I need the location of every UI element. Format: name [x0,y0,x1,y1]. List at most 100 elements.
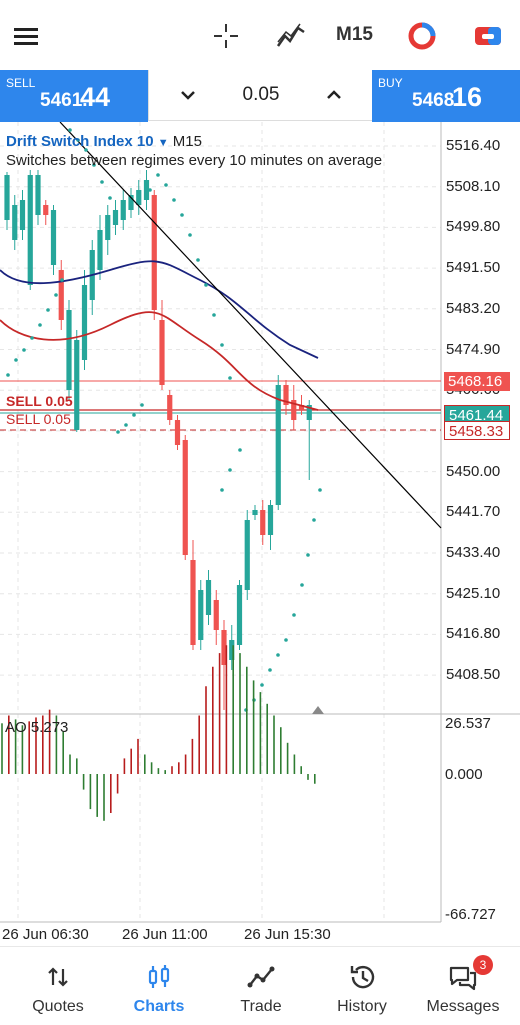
price-axis-label: 5491.50 [446,259,501,277]
buy-button[interactable]: BUY 5468. 16 [372,70,520,122]
candle-body [229,640,235,660]
lot-size-control: 0.05 [148,70,374,121]
candle-body [136,190,142,205]
sar-dot [84,148,88,152]
history-icon [310,963,414,991]
candle-body [252,510,258,515]
candle-body [97,230,103,270]
chart-canvas[interactable] [0,122,520,946]
sar-dot [14,358,18,362]
price-chart[interactable] [0,122,520,946]
hamburger-menu-icon[interactable] [10,20,42,52]
nav-quotes-label: Quotes [32,998,84,1015]
moving-average-blue [0,260,319,359]
moving-average-red [0,311,319,411]
price-axis-label: 5508.10 [446,177,501,195]
order-label-sell-2[interactable]: SELL 0.05 [6,411,71,427]
sar-dot [38,323,42,327]
candle-body [298,405,305,410]
sar-dot [220,488,224,492]
nav-charts[interactable]: Charts [107,947,211,1025]
candle-body [283,385,289,405]
one-click-trade-bar: SELL 5461. 44 0.05 BUY 5468. 16 [0,70,520,122]
sar-dot [100,180,104,184]
candle-body [244,520,250,590]
sar-dot [318,488,322,492]
sar-dot [22,348,26,352]
sar-dot [238,448,242,452]
chevron-up-icon[interactable] [319,80,349,110]
price-axis-label: 5416.80 [446,625,501,643]
sell-button[interactable]: SELL 5461. 44 [0,70,148,122]
sar-dot [212,313,216,317]
lot-size-value[interactable]: 0.05 [242,84,280,105]
nav-history[interactable]: History [310,947,414,1025]
candle-body [198,590,204,640]
nav-messages[interactable]: 3 Messages [411,947,515,1025]
sar-dot [196,258,200,262]
chart-timeframe: M15 [172,133,202,150]
candle-body [159,320,165,385]
charts-icon [107,963,211,991]
ao-axis-bottom: -66.727 [445,906,496,923]
sar-dot [76,138,80,142]
nav-history-label: History [337,998,387,1015]
sar-dot [292,613,296,617]
order-label-sell-1[interactable]: SELL 0.05 [6,393,73,409]
candle-body [105,215,111,240]
sar-dot [220,343,224,347]
nav-trade-label: Trade [240,998,282,1015]
price-axis-label: 5450.00 [446,462,501,480]
buy-price-main: 5468. [412,90,460,111]
crosshair-icon[interactable] [210,20,242,52]
price-axis-label: 5425.10 [446,584,501,602]
ao-indicator-label: AO 5.273 [5,719,69,736]
candle-body [35,175,41,215]
color-scheme-icon[interactable] [406,20,438,52]
chevron-down-icon[interactable] [173,80,203,110]
symbol-dropdown-icon[interactable]: ▼ [157,137,169,149]
sar-dot [46,308,50,312]
candle-body [306,405,312,420]
symbol-name[interactable]: Drift Switch Index 10 [6,133,154,150]
sar-dot [268,668,272,672]
price-axis-label: 5408.50 [446,666,501,684]
timeframe-button[interactable]: M15 [336,24,373,45]
price-axis-label: 5483.20 [446,299,501,317]
sar-dot [132,413,136,417]
sell-price-big: 44 [80,82,111,112]
candle-body [151,195,157,310]
nav-quotes[interactable]: Quotes [6,947,110,1025]
buy-label: BUY [378,76,403,90]
sar-dot [260,683,264,687]
sar-dot [276,653,280,657]
sar-dot [306,553,310,557]
chart-title: Drift Switch Index 10 ▼ M15 [6,133,202,150]
nav-trade[interactable]: Trade [209,947,313,1025]
sar-dot [228,468,232,472]
sell-price-tag: 5461.44 [444,405,510,424]
top-toolbar: M15 [0,0,520,70]
time-label-1: 26 Jun 06:30 [2,926,89,943]
candle-body [174,420,181,445]
candle-body [12,205,18,240]
candle-body [27,175,33,285]
candle-body [167,395,173,420]
candle-body [58,270,64,320]
sar-dot [140,403,144,407]
ao-axis-top: 26.537 [445,715,491,732]
sar-dot [164,183,168,187]
sar-dot [284,638,288,642]
price-axis-label: 5516.40 [446,137,501,154]
buy-price-tag: 5468.16 [444,372,510,391]
new-order-icon[interactable] [472,20,504,52]
sar-dot [312,518,316,522]
symbol-description: Switches between regimes every 10 minute… [6,152,383,169]
time-label-3: 26 Jun 15:30 [244,926,331,943]
sell-price-main: 5461. [40,90,88,111]
sar-dot [300,583,304,587]
candle-body [74,340,80,430]
indicators-icon[interactable] [274,20,308,52]
candle-body [260,510,266,535]
price-axis-label: 5433.40 [446,544,501,561]
